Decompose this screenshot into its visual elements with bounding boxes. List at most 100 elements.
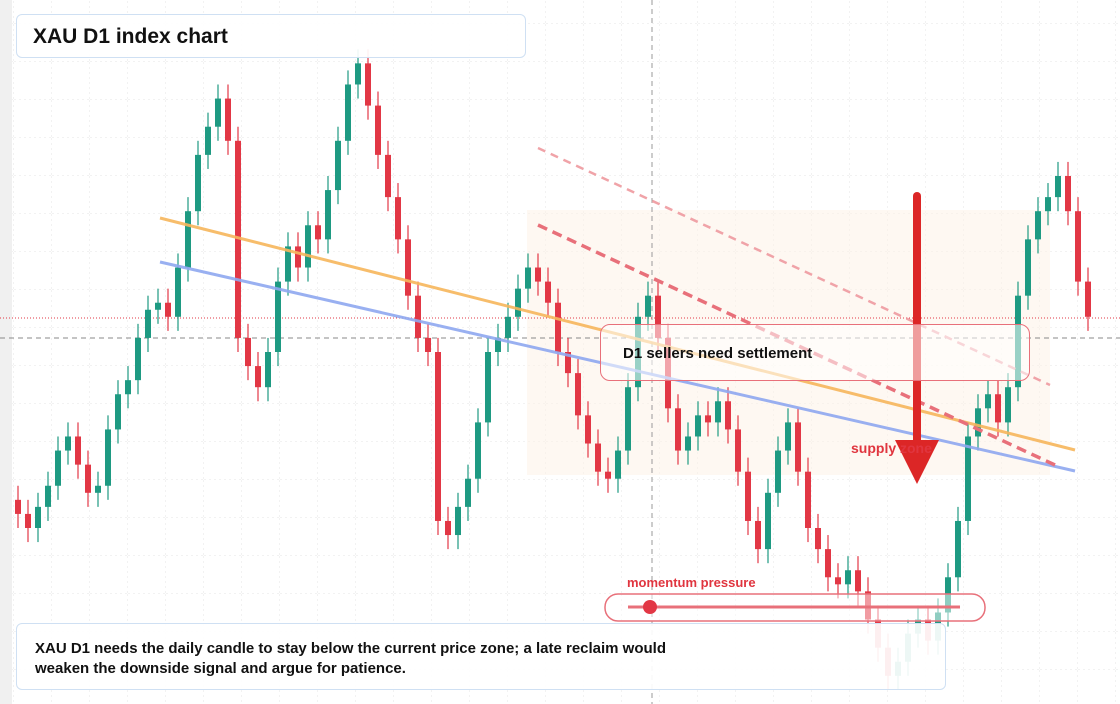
candle-body — [425, 337, 431, 352]
candle-body — [505, 316, 511, 338]
candle-body — [245, 337, 251, 367]
candle-body — [1055, 176, 1061, 198]
momentum-dot — [643, 600, 657, 614]
candle-body — [515, 288, 521, 317]
candle-body — [595, 443, 601, 472]
candle-body — [215, 98, 221, 127]
candle-body — [265, 352, 271, 388]
candle-body — [275, 281, 281, 352]
candle-body — [545, 281, 551, 303]
candle-body — [785, 422, 791, 451]
candle-body — [1045, 197, 1051, 212]
candle-body — [105, 429, 111, 486]
candle-body — [1035, 211, 1041, 240]
candle-body — [725, 401, 731, 430]
candle-body — [35, 506, 41, 528]
settlement-label: D1 sellers need settlement — [600, 324, 1030, 381]
candle-body — [835, 577, 841, 585]
candle-body — [315, 225, 321, 240]
candle-body — [715, 401, 721, 423]
candle-body — [65, 436, 71, 451]
candle-body — [375, 105, 381, 155]
candle-body — [415, 295, 421, 338]
candle-body — [645, 295, 651, 317]
candle-body — [1065, 176, 1071, 212]
candle-body — [295, 246, 301, 268]
candle-body — [55, 450, 61, 486]
candle-body — [345, 84, 351, 141]
candle-body — [325, 190, 331, 240]
candle-body — [765, 492, 771, 550]
candle-body — [485, 352, 491, 423]
candle-body — [815, 528, 821, 550]
candle-body — [175, 267, 181, 317]
candle-body — [755, 520, 761, 550]
candle-body — [625, 387, 631, 451]
candle-body — [475, 422, 481, 479]
candle-body — [155, 302, 161, 310]
candle-body — [435, 352, 441, 521]
candle-body — [1025, 239, 1031, 296]
channel-dash-light — [537, 146, 1051, 387]
candle-body — [615, 450, 621, 479]
note-box: XAU D1 needs the daily candle to stay be… — [16, 623, 946, 690]
candle-body — [605, 471, 611, 479]
candle-body — [445, 520, 451, 536]
candle-body — [965, 436, 971, 521]
candle-body — [825, 549, 831, 578]
candle-body — [15, 499, 21, 514]
arrow-head — [895, 440, 939, 484]
candle-body — [1085, 281, 1091, 317]
candle-body — [805, 471, 811, 528]
candle-body — [285, 246, 291, 282]
candle-body — [995, 394, 1001, 423]
candle-body — [405, 239, 411, 296]
candle-body — [565, 352, 571, 374]
note-text: XAU D1 needs the daily candle to stay be… — [35, 640, 667, 677]
chart-title: XAU D1 index chart — [16, 14, 526, 58]
candle-body — [255, 366, 261, 388]
candle-body — [235, 140, 241, 338]
candle-body — [145, 309, 151, 338]
candle-body — [855, 570, 861, 592]
left-strip — [0, 0, 12, 704]
candle-body — [115, 394, 121, 430]
candle-body — [75, 436, 81, 465]
candle-body — [795, 422, 801, 472]
candle-body — [585, 415, 591, 444]
candle-body — [525, 267, 531, 289]
candle-body — [495, 337, 501, 352]
candles — [15, 49, 1091, 690]
candle-body — [985, 394, 991, 409]
candle-body — [705, 415, 711, 423]
candle-body — [465, 478, 471, 507]
candle-body — [735, 429, 741, 472]
candle-body — [745, 471, 751, 521]
candle-body — [305, 225, 311, 268]
candle-body — [1005, 387, 1011, 423]
candle-body — [675, 408, 681, 451]
candle-body — [125, 380, 131, 395]
candle-body — [365, 63, 371, 106]
candle-body — [955, 520, 961, 578]
candle-body — [45, 485, 51, 507]
candle-body — [685, 436, 691, 451]
candle-body — [225, 98, 231, 141]
candle-body — [85, 464, 91, 493]
candle-body — [385, 154, 391, 198]
candle-body — [575, 373, 581, 416]
zone-label: supply zone — [851, 440, 932, 456]
candle-body — [535, 267, 541, 282]
candle-body — [975, 408, 981, 437]
candle-body — [335, 140, 341, 191]
candle-body — [455, 506, 461, 536]
candle-body — [185, 211, 191, 268]
candle-body — [195, 154, 201, 212]
candle-body — [845, 570, 851, 585]
candle-body — [655, 295, 661, 338]
candle-body — [135, 337, 141, 381]
candle-body — [555, 302, 561, 352]
candle-body — [695, 415, 701, 437]
candle-body — [25, 513, 31, 528]
